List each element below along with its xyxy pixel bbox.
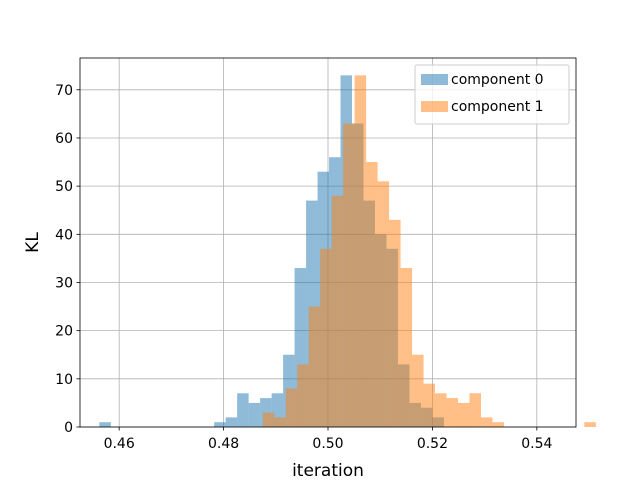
histogram-bar-series-1 <box>584 422 596 427</box>
y-tick-label: 70 <box>55 83 73 99</box>
x-tick-label: 0.50 <box>312 436 343 452</box>
y-tick-label: 40 <box>55 227 73 243</box>
histogram-bar-series-1 <box>400 268 413 427</box>
histogram-bar-series-1 <box>389 219 401 427</box>
histogram-bar-series-0 <box>99 422 111 427</box>
y-tick-label: 60 <box>55 131 73 147</box>
ticks: 0.46 0.48 0.50 0.52 0.54 0 10 20 30 40 50 60 70 <box>55 83 552 452</box>
y-tick-label: 0 <box>64 420 73 436</box>
y-tick-label: 50 <box>55 179 73 195</box>
histogram-bar-series-1 <box>469 393 481 427</box>
legend-label: component 0 <box>451 72 544 88</box>
histogram-bar-series-1 <box>285 388 298 427</box>
histogram-bar-series-1 <box>480 417 493 427</box>
histogram-bar-series-1 <box>446 398 459 427</box>
y-tick-label: 20 <box>55 324 73 340</box>
histogram-bar-series-0 <box>214 422 226 427</box>
x-tick-label: 0.46 <box>104 436 135 452</box>
legend-swatch <box>421 101 448 112</box>
y-axis-label: KL <box>23 232 43 253</box>
histogram-bar-series-0 <box>225 417 238 427</box>
histogram-bar-series-0 <box>248 402 261 427</box>
histogram-bar-series-0 <box>294 268 307 427</box>
histogram-bar-series-1 <box>331 195 344 427</box>
histogram-bar-series-0 <box>271 393 284 427</box>
y-tick-label: 10 <box>55 372 73 388</box>
histogram-bar-series-1 <box>366 162 378 427</box>
histogram-bar-series-1 <box>354 75 367 427</box>
histogram-bar-series-1 <box>343 123 355 428</box>
x-tick-label: 0.48 <box>208 436 239 452</box>
legend: component 0 component 1 <box>414 64 570 125</box>
histogram-bar-series-1 <box>412 354 424 427</box>
histogram-bar-series-1 <box>423 383 436 427</box>
histogram-bar-series-1 <box>297 364 309 427</box>
histogram-bar-series-1 <box>492 422 504 427</box>
histogram-bar-series-1 <box>274 417 286 427</box>
x-tick-label: 0.52 <box>417 436 448 452</box>
x-tick-label: 0.54 <box>521 436 552 452</box>
y-tick-label: 30 <box>55 275 73 291</box>
histogram-bar-series-1 <box>458 402 470 427</box>
x-axis-label: iteration <box>292 461 364 480</box>
legend-label: component 1 <box>451 99 544 115</box>
histogram-bar-series-1 <box>308 306 321 427</box>
legend-box <box>414 64 570 125</box>
histogram-bar-series-1 <box>262 412 275 427</box>
histogram-bar-series-1 <box>377 181 390 427</box>
bars <box>99 75 596 428</box>
histogram-bar-series-0 <box>237 393 249 427</box>
legend-swatch <box>421 74 448 85</box>
histogram-bar-series-1 <box>435 393 447 427</box>
histogram-bar-series-1 <box>320 248 332 427</box>
